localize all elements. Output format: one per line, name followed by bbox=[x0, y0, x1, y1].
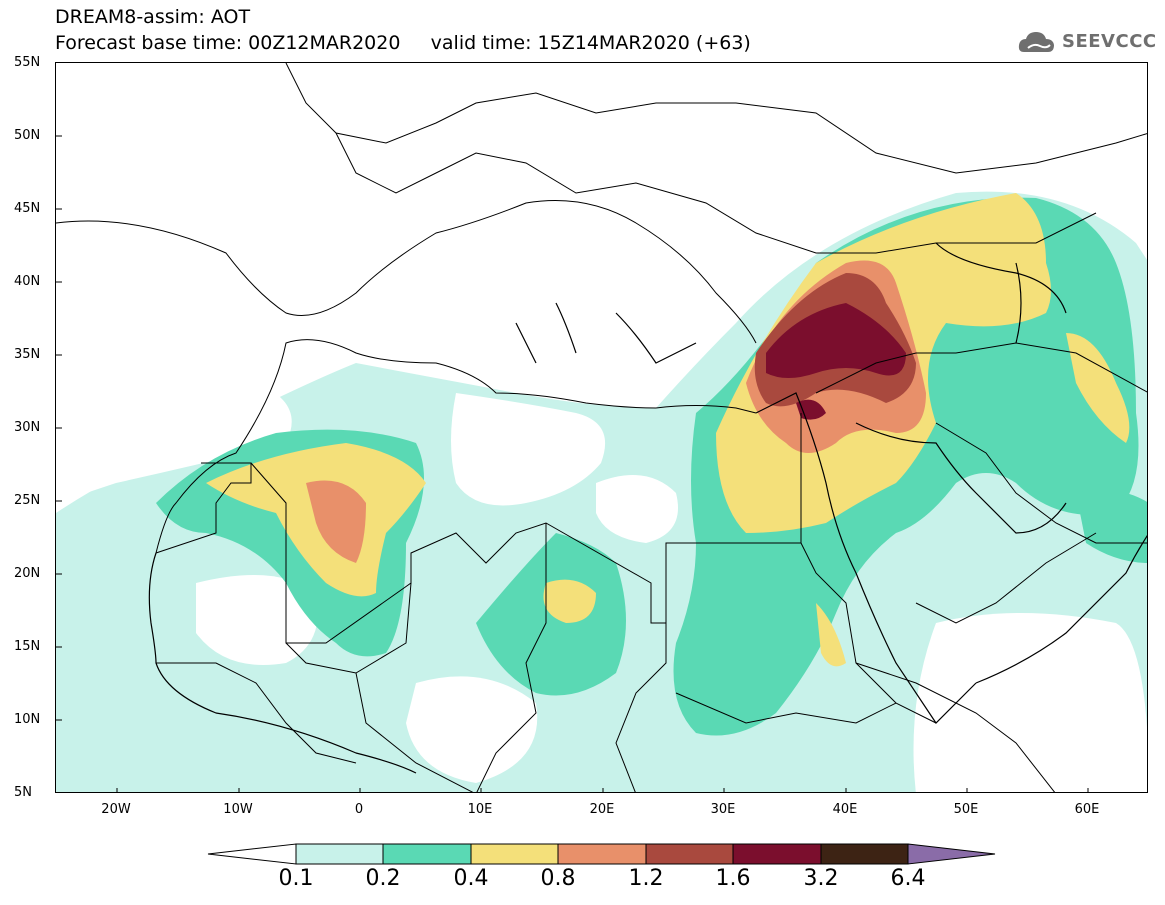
lon-label: 20E bbox=[589, 802, 615, 817]
logo-text: SEEVCCC bbox=[1062, 31, 1157, 52]
lat-label: 50N bbox=[14, 128, 41, 143]
lat-label: 30N bbox=[14, 420, 41, 435]
colorbar-segment bbox=[295, 843, 384, 865]
lat-label: 15N bbox=[14, 639, 41, 654]
lat-label: 35N bbox=[14, 347, 41, 362]
colorbar-segment bbox=[382, 843, 472, 865]
colorbar-label: 6.4 bbox=[890, 866, 926, 891]
country-borders bbox=[56, 63, 1147, 792]
lat-label: 10N bbox=[14, 712, 41, 727]
lat-label: 40N bbox=[14, 274, 41, 289]
colorbar bbox=[207, 843, 996, 865]
lat-label: 5N bbox=[14, 785, 32, 800]
colorbar-segment bbox=[557, 843, 647, 865]
colorbar-under-arrow bbox=[207, 843, 297, 865]
lat-label: 20N bbox=[14, 566, 41, 581]
lon-label: 40E bbox=[832, 802, 858, 817]
lat-label: 45N bbox=[14, 201, 41, 216]
lat-label: 55N bbox=[14, 55, 41, 70]
lon-label: 50E bbox=[953, 802, 979, 817]
lon-label: 0 bbox=[354, 802, 364, 817]
colorbar-segment bbox=[470, 843, 559, 865]
colorbar-segment bbox=[820, 843, 909, 865]
colorbar-label: 1.2 bbox=[628, 866, 664, 891]
colorbar-label: 0.1 bbox=[278, 866, 314, 891]
lon-label: 60E bbox=[1074, 802, 1100, 817]
graticule-ticks bbox=[56, 135, 1089, 792]
colorbar-label: 0.2 bbox=[365, 866, 401, 891]
colorbar-label: 0.8 bbox=[540, 866, 576, 891]
colorbar-segment bbox=[645, 843, 734, 865]
colorbar-label: 3.2 bbox=[803, 866, 839, 891]
lon-label: 30E bbox=[710, 802, 736, 817]
colorbar-over-arrow bbox=[907, 843, 996, 865]
colorbar-segment bbox=[732, 843, 822, 865]
coastlines bbox=[148, 242, 1147, 774]
forecast-times: Forecast base time: 00Z12MAR2020 valid t… bbox=[55, 32, 751, 54]
colorbar-label: 1.6 bbox=[715, 866, 751, 891]
map-area bbox=[55, 62, 1148, 793]
colorbar-label: 0.4 bbox=[453, 866, 489, 891]
lon-label: 10E bbox=[467, 802, 493, 817]
lat-label: 25N bbox=[14, 493, 41, 508]
cloud-logo-icon bbox=[1018, 32, 1054, 52]
aot-map bbox=[56, 63, 1147, 792]
lon-label: 20W bbox=[101, 802, 131, 817]
map-title: DREAM8-assim: AOT bbox=[55, 6, 251, 28]
aot-contour-1-6 bbox=[766, 303, 906, 420]
lon-label: 10W bbox=[223, 802, 253, 817]
